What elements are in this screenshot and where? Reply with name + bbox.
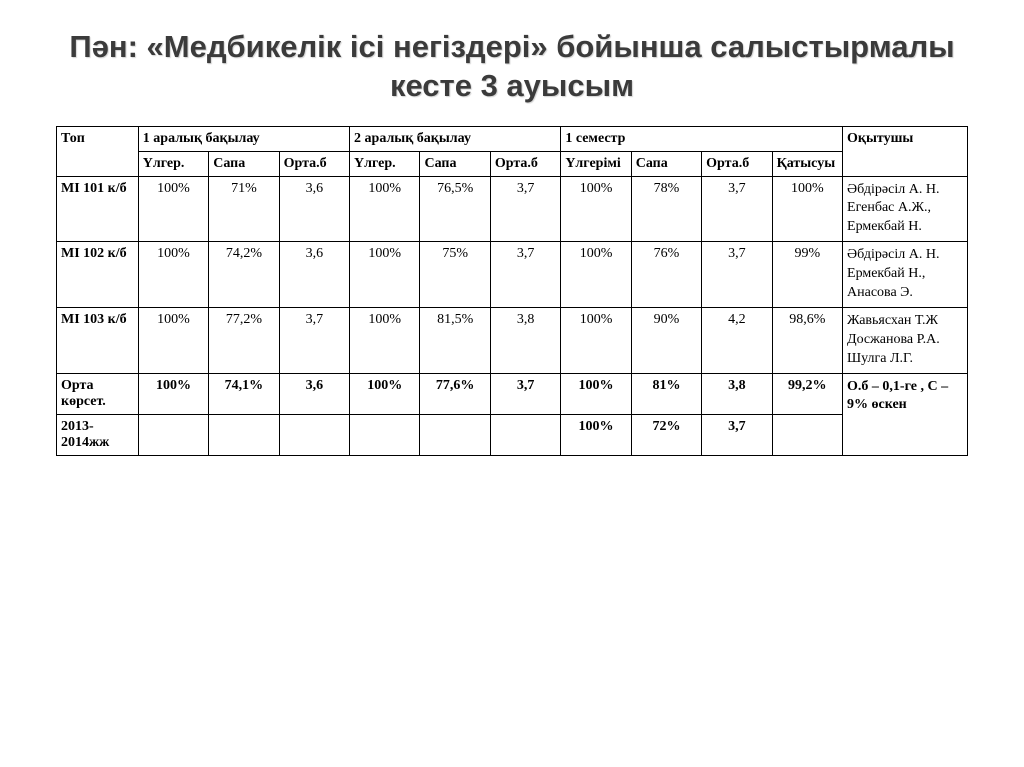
cell-value: 100% [561, 414, 631, 455]
table-row: МІ 103 к/б 100% 77,2% 3,7 100% 81,5% 3,8… [57, 307, 968, 373]
cell-summary-note: О.б – 0,1-ге , С – 9% өскен [843, 373, 968, 455]
cell-value: 3,8 [702, 373, 772, 414]
col-b2-sapa: Сапа [420, 151, 490, 176]
cell-value [138, 414, 208, 455]
cell-value: 72% [631, 414, 701, 455]
cell-value: 3,7 [279, 307, 349, 373]
cell-value: 98,6% [772, 307, 842, 373]
page-title: Пән: «Медбикелік ісі негіздері» бойынша … [56, 28, 968, 106]
cell-value: 100% [138, 373, 208, 414]
table-row: МІ 101 к/б 100% 71% 3,6 100% 76,5% 3,7 1… [57, 176, 968, 242]
cell-value: 3,7 [702, 414, 772, 455]
cell-value [279, 414, 349, 455]
cell-prev-label: 2013-2014жж [57, 414, 139, 455]
cell-value: 100% [350, 373, 420, 414]
slide: Пән: «Медбикелік ісі негіздері» бойынша … [0, 0, 1024, 767]
cell-teacher: Жавьясхан Т.ЖДосжанова Р.А.Шулга Л.Г. [843, 307, 968, 373]
table-row: МІ 102 к/б 100% 74,2% 3,6 100% 75% 3,7 1… [57, 242, 968, 308]
cell-value: 99% [772, 242, 842, 308]
table-header-row: Топ 1 аралық бақылау 2 аралық бақылау 1 … [57, 126, 968, 151]
cell-value: 74,2% [209, 242, 279, 308]
cell-value [420, 414, 490, 455]
cell-value: 100% [350, 242, 420, 308]
cell-value: 100% [138, 176, 208, 242]
col-b3-kat: Қатысуы [772, 151, 842, 176]
cell-summary-label: Орта көрсет. [57, 373, 139, 414]
col-block1: 1 аралық бақылау [138, 126, 349, 151]
cell-value: 100% [138, 307, 208, 373]
table-prev-row: 2013-2014жж 100% 72% 3,7 [57, 414, 968, 455]
col-teacher: Оқытушы [843, 126, 968, 176]
cell-value: 76,5% [420, 176, 490, 242]
cell-group: МІ 103 к/б [57, 307, 139, 373]
table-subheader-row: Үлгер. Сапа Орта.б Үлгер. Сапа Орта.б Үл… [57, 151, 968, 176]
comparison-table: Топ 1 аралық бақылау 2 аралық бақылау 1 … [56, 126, 968, 456]
col-b3-sapa: Сапа [631, 151, 701, 176]
cell-value: 81% [631, 373, 701, 414]
table-summary-row: Орта көрсет. 100% 74,1% 3,6 100% 77,6% 3… [57, 373, 968, 414]
cell-value: 77,6% [420, 373, 490, 414]
cell-teacher: Әбдірәсіл А. Н.Егенбас А.Ж., Ермекбай Н. [843, 176, 968, 242]
col-group: Топ [57, 126, 139, 176]
cell-value: 3,6 [279, 373, 349, 414]
cell-value: 75% [420, 242, 490, 308]
col-b3-ulg: Үлгерімі [561, 151, 631, 176]
cell-value: 76% [631, 242, 701, 308]
cell-value: 3,7 [490, 176, 560, 242]
col-block3: 1 семестр [561, 126, 843, 151]
col-b3-orta: Орта.б [702, 151, 772, 176]
cell-group: МІ 101 к/б [57, 176, 139, 242]
cell-value: 4,2 [702, 307, 772, 373]
cell-value: 100% [350, 176, 420, 242]
cell-group: МІ 102 к/б [57, 242, 139, 308]
cell-value: 100% [772, 176, 842, 242]
cell-value: 78% [631, 176, 701, 242]
cell-value: 100% [561, 307, 631, 373]
cell-value: 3,6 [279, 242, 349, 308]
cell-value [772, 414, 842, 455]
cell-value: 100% [561, 176, 631, 242]
cell-value: 3,7 [702, 242, 772, 308]
cell-value: 99,2% [772, 373, 842, 414]
cell-value: 3,7 [490, 242, 560, 308]
cell-value: 3,7 [490, 373, 560, 414]
cell-value: 90% [631, 307, 701, 373]
col-b2-ulg: Үлгер. [350, 151, 420, 176]
col-b2-orta: Орта.б [490, 151, 560, 176]
cell-value: 71% [209, 176, 279, 242]
cell-value [350, 414, 420, 455]
cell-teacher: Әбдірәсіл А. Н. Ермекбай Н., Анасова Э. [843, 242, 968, 308]
cell-value: 3,6 [279, 176, 349, 242]
cell-value: 77,2% [209, 307, 279, 373]
col-block2: 2 аралық бақылау [350, 126, 561, 151]
col-b1-sapa: Сапа [209, 151, 279, 176]
col-b1-ulg: Үлгер. [138, 151, 208, 176]
cell-value: 100% [138, 242, 208, 308]
col-b1-orta: Орта.б [279, 151, 349, 176]
cell-value: 100% [561, 373, 631, 414]
cell-value: 100% [561, 242, 631, 308]
cell-value: 3,7 [702, 176, 772, 242]
cell-value [490, 414, 560, 455]
cell-value [209, 414, 279, 455]
cell-value: 81,5% [420, 307, 490, 373]
cell-value: 74,1% [209, 373, 279, 414]
cell-value: 100% [350, 307, 420, 373]
cell-value: 3,8 [490, 307, 560, 373]
